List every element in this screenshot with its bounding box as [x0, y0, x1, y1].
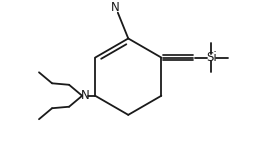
Text: N: N	[111, 1, 120, 14]
Text: N: N	[81, 89, 90, 102]
Text: Si: Si	[206, 51, 217, 64]
